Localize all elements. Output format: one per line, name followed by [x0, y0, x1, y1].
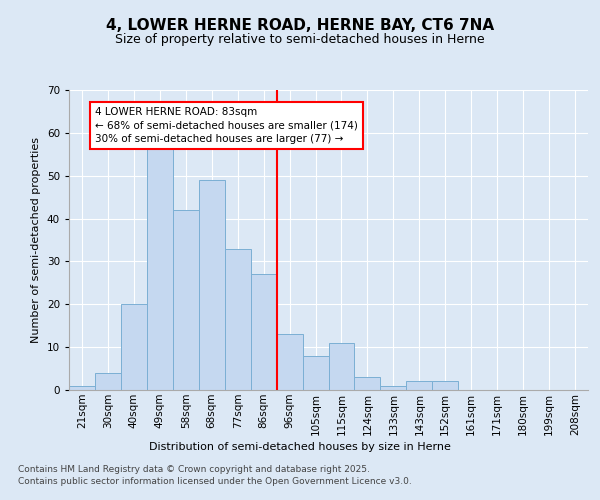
Bar: [406, 382, 432, 390]
Bar: [329, 343, 355, 390]
Bar: [199, 180, 224, 390]
Text: Size of property relative to semi-detached houses in Herne: Size of property relative to semi-detach…: [115, 32, 485, 46]
Bar: [433, 382, 458, 390]
Bar: [69, 386, 95, 390]
Bar: [147, 146, 173, 390]
Bar: [225, 248, 251, 390]
Bar: [121, 304, 147, 390]
Bar: [302, 356, 329, 390]
Text: 4, LOWER HERNE ROAD, HERNE BAY, CT6 7NA: 4, LOWER HERNE ROAD, HERNE BAY, CT6 7NA: [106, 18, 494, 32]
Bar: [355, 377, 380, 390]
Bar: [95, 373, 121, 390]
Bar: [251, 274, 277, 390]
Bar: [173, 210, 199, 390]
Text: 4 LOWER HERNE ROAD: 83sqm
← 68% of semi-detached houses are smaller (174)
30% of: 4 LOWER HERNE ROAD: 83sqm ← 68% of semi-…: [95, 107, 358, 144]
Y-axis label: Number of semi-detached properties: Number of semi-detached properties: [31, 137, 41, 343]
Text: Contains public sector information licensed under the Open Government Licence v3: Contains public sector information licen…: [18, 478, 412, 486]
Bar: [277, 334, 302, 390]
Text: Distribution of semi-detached houses by size in Herne: Distribution of semi-detached houses by …: [149, 442, 451, 452]
Text: Contains HM Land Registry data © Crown copyright and database right 2025.: Contains HM Land Registry data © Crown c…: [18, 465, 370, 474]
Bar: [380, 386, 406, 390]
